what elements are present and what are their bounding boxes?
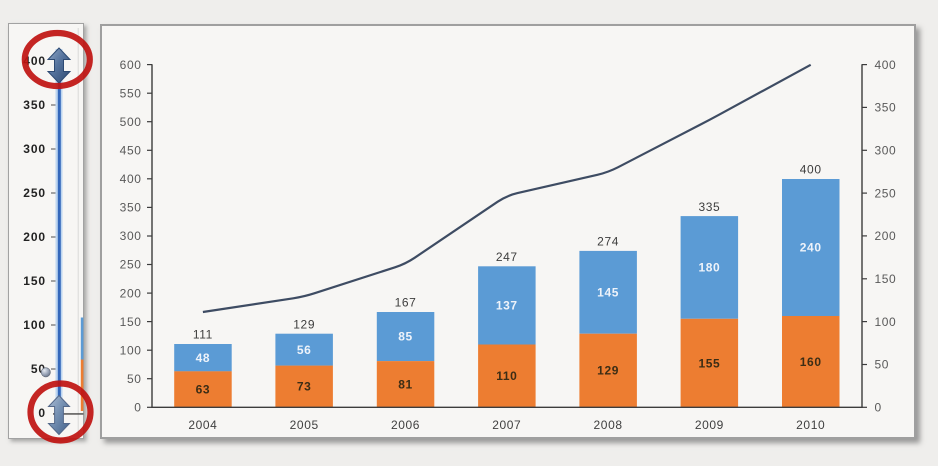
svg-text:160: 160 xyxy=(800,355,822,369)
svg-text:0: 0 xyxy=(875,401,882,415)
svg-text:73: 73 xyxy=(297,380,312,394)
svg-text:300: 300 xyxy=(120,229,142,243)
svg-text:600: 600 xyxy=(120,58,142,72)
svg-text:63: 63 xyxy=(196,383,211,397)
svg-text:150: 150 xyxy=(875,272,897,286)
svg-text:240: 240 xyxy=(800,241,822,255)
svg-text:350: 350 xyxy=(120,201,142,215)
svg-text:2004: 2004 xyxy=(188,418,217,432)
svg-text:2005: 2005 xyxy=(290,418,319,432)
svg-text:2007: 2007 xyxy=(492,418,521,432)
svg-text:350: 350 xyxy=(23,98,46,112)
svg-text:450: 450 xyxy=(120,144,142,158)
svg-text:50: 50 xyxy=(875,358,890,372)
svg-text:137: 137 xyxy=(496,299,518,313)
svg-text:400: 400 xyxy=(120,172,142,186)
svg-text:145: 145 xyxy=(597,286,619,300)
svg-text:100: 100 xyxy=(875,315,897,329)
svg-text:274: 274 xyxy=(597,235,619,249)
svg-text:155: 155 xyxy=(698,356,720,370)
svg-text:2009: 2009 xyxy=(695,418,724,432)
svg-text:167: 167 xyxy=(395,296,417,310)
svg-text:200: 200 xyxy=(23,230,46,244)
svg-text:56: 56 xyxy=(297,343,312,357)
svg-text:129: 129 xyxy=(597,364,619,378)
svg-text:250: 250 xyxy=(875,186,897,200)
svg-text:400: 400 xyxy=(875,58,897,72)
svg-text:350: 350 xyxy=(875,101,897,115)
svg-text:335: 335 xyxy=(698,200,720,214)
svg-text:150: 150 xyxy=(120,315,142,329)
svg-text:300: 300 xyxy=(23,142,46,156)
svg-text:250: 250 xyxy=(120,258,142,272)
svg-text:180: 180 xyxy=(698,261,720,275)
svg-text:250: 250 xyxy=(23,186,46,200)
svg-text:48: 48 xyxy=(196,351,211,365)
svg-text:50: 50 xyxy=(127,372,142,386)
svg-text:100: 100 xyxy=(120,343,142,357)
svg-text:200: 200 xyxy=(875,229,897,243)
svg-text:0: 0 xyxy=(38,406,46,420)
svg-text:550: 550 xyxy=(120,86,142,100)
svg-text:129: 129 xyxy=(293,317,315,331)
svg-text:400: 400 xyxy=(800,163,822,177)
svg-text:300: 300 xyxy=(875,144,897,158)
svg-text:200: 200 xyxy=(120,286,142,300)
svg-text:2008: 2008 xyxy=(594,418,623,432)
svg-text:100: 100 xyxy=(23,318,46,332)
svg-text:2006: 2006 xyxy=(391,418,420,432)
svg-text:85: 85 xyxy=(398,330,413,344)
svg-text:247: 247 xyxy=(496,250,518,264)
svg-text:111: 111 xyxy=(193,328,213,342)
svg-text:0: 0 xyxy=(134,401,141,415)
svg-text:400: 400 xyxy=(23,54,46,68)
svg-text:500: 500 xyxy=(120,115,142,129)
svg-text:2010: 2010 xyxy=(796,418,825,432)
svg-text:150: 150 xyxy=(23,274,46,288)
svg-text:110: 110 xyxy=(496,369,517,383)
svg-text:81: 81 xyxy=(398,377,413,391)
